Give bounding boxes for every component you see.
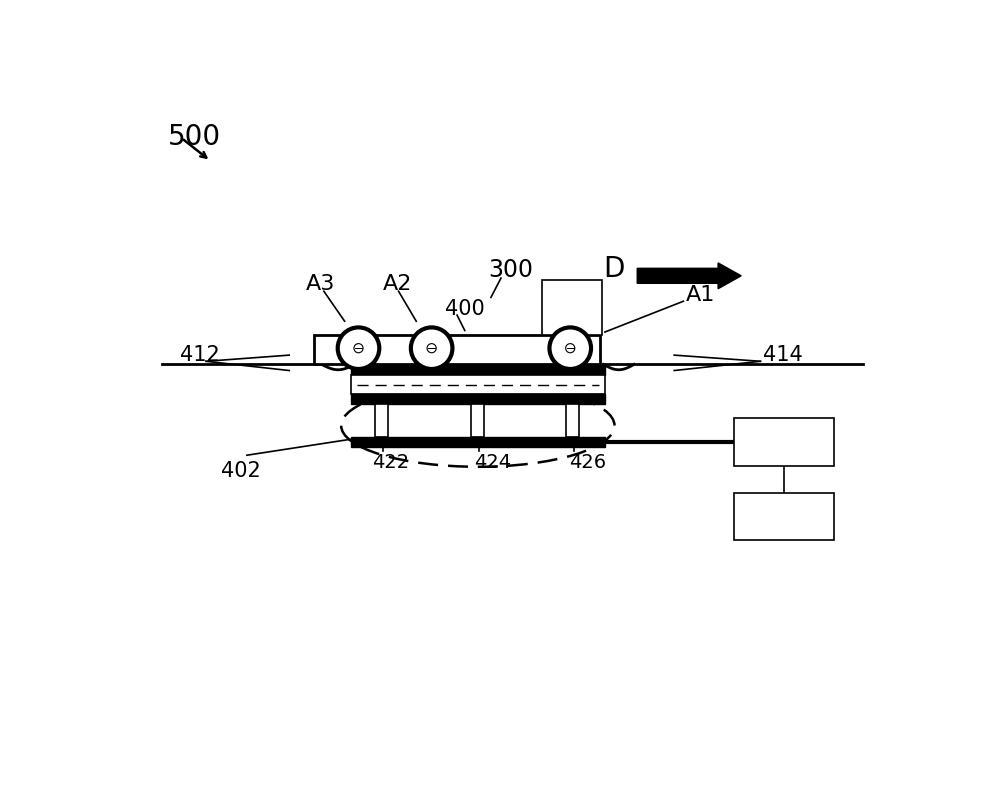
Text: 412: 412	[180, 345, 220, 365]
FancyArrow shape	[637, 263, 741, 289]
Bar	[542, 280, 602, 335]
Bar	[314, 335, 600, 364]
Text: A3: A3	[306, 274, 336, 294]
Text: 432: 432	[762, 430, 807, 453]
Text: A1: A1	[686, 285, 715, 305]
Text: 500: 500	[168, 123, 221, 151]
Bar	[351, 365, 605, 375]
Text: 414: 414	[763, 345, 803, 365]
Text: 426: 426	[569, 453, 606, 472]
Bar	[734, 493, 834, 540]
Text: 300: 300	[488, 258, 533, 282]
Text: A2: A2	[383, 274, 413, 294]
Bar	[566, 404, 579, 437]
Text: 424: 424	[474, 453, 511, 472]
Text: D: D	[603, 255, 625, 283]
Circle shape	[566, 344, 575, 353]
Text: 400: 400	[445, 299, 484, 319]
Circle shape	[549, 328, 591, 369]
Bar	[471, 404, 484, 437]
Circle shape	[354, 344, 363, 353]
Bar	[734, 418, 834, 465]
Text: 402: 402	[221, 461, 261, 481]
Bar	[351, 375, 605, 395]
Circle shape	[427, 344, 436, 353]
Bar	[375, 404, 388, 437]
Text: 422: 422	[372, 453, 409, 472]
Bar	[351, 395, 605, 404]
Circle shape	[411, 328, 452, 369]
Text: 100: 100	[762, 505, 807, 528]
Bar	[351, 437, 605, 447]
Circle shape	[338, 328, 379, 369]
